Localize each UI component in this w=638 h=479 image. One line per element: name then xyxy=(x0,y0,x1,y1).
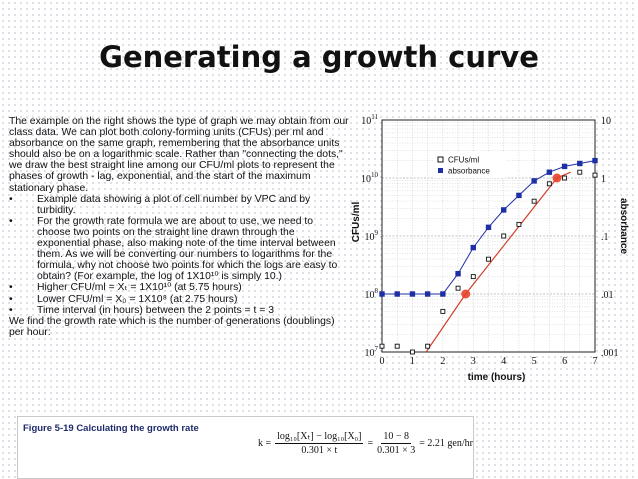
formula-numerator-1: log₁₀[Xₜ] − log₁₀[X₀] xyxy=(275,431,364,444)
y-right-tick-label: .001 xyxy=(601,348,619,359)
growth-curve-chart: 0 1 2 3 4 5 6 7 107 108 109 1010 1011 .001 .01 .1 1 10 tim… xyxy=(351,110,629,392)
growth-curve-svg: 0 1 2 3 4 5 6 7 107 108 109 1010 1011 .001 .01 .1 1 10 tim… xyxy=(351,113,629,383)
y-right-tick-label: 10 xyxy=(601,116,611,127)
data-point-absorbance xyxy=(394,291,400,297)
legend-label: CFUs/ml xyxy=(448,156,479,165)
data-point-absorbance xyxy=(409,291,416,297)
highlight-point xyxy=(461,289,471,299)
data-point-cfus xyxy=(409,349,415,355)
x-axis-title: time (hours) xyxy=(468,372,526,383)
bullet-list: Example data showing a plot of cell numb… xyxy=(9,194,349,316)
legend-marker-absorbance xyxy=(438,168,443,173)
formula-lhs: k = xyxy=(258,438,272,449)
plot-frame xyxy=(381,119,596,353)
data-point-absorbance xyxy=(561,163,568,170)
data-point-cfus xyxy=(531,198,537,204)
x-tick-label: 6 xyxy=(562,356,567,367)
closing-paragraph: We find the growth rate which is the num… xyxy=(9,315,335,338)
data-point-absorbance xyxy=(577,160,583,167)
data-point-cfus xyxy=(486,256,491,262)
legend-box xyxy=(434,152,506,178)
data-point-cfus xyxy=(501,233,507,239)
legend-marker-cfus xyxy=(437,156,444,163)
data-point-absorbance xyxy=(546,169,553,175)
x-tick-label: 0 xyxy=(380,356,385,367)
x-tick-label: 1 xyxy=(410,356,415,367)
y-left-tick-label: 109 xyxy=(365,229,379,243)
data-point-absorbance xyxy=(440,291,446,297)
data-point-cfus xyxy=(562,175,568,181)
data-point-cfus xyxy=(440,308,446,314)
formula-equals: = xyxy=(367,438,374,449)
bullet-item: Example data showing a plot of cell numb… xyxy=(9,194,349,216)
y-left-axis-title: CFUs/ml xyxy=(351,201,362,242)
y-left-tick-label: 1011 xyxy=(361,113,378,127)
bullet-item: Time interval (in hours) between the 2 p… xyxy=(9,305,349,316)
formula-denominator-1: 0.301 × t xyxy=(301,445,338,456)
data-point-absorbance xyxy=(455,271,461,277)
y-right-tick-label: .01 xyxy=(601,290,614,301)
x-tick-label: 4 xyxy=(501,356,506,367)
data-point-absorbance xyxy=(592,157,598,164)
intro-paragraph: The example on the right shows the type … xyxy=(9,116,349,194)
highlight-point xyxy=(552,173,562,183)
data-point-cfus xyxy=(470,274,476,280)
figure-5-19: Figure 5-19 Calculating the growth rate … xyxy=(17,416,474,479)
data-point-absorbance xyxy=(485,224,492,230)
x-tick-label: 5 xyxy=(532,356,537,367)
y-right-axis-title: absorbance xyxy=(618,198,629,255)
growth-rate-formula: k = log₁₀[Xₜ] − log₁₀[X₀] 0.301 × t = 10… xyxy=(258,431,473,456)
x-tick-label: 2 xyxy=(440,356,445,367)
legend-label: absorbance xyxy=(448,167,490,176)
x-tick-label: 3 xyxy=(471,356,476,367)
bullet-item: For the growth rate formula we are about… xyxy=(9,216,349,283)
y-left-tick-label: 107 xyxy=(365,345,379,359)
y-left-tick-label: 1010 xyxy=(361,171,379,185)
body-text: The example on the right shows the type … xyxy=(9,116,349,338)
data-point-absorbance xyxy=(516,192,522,199)
data-point-absorbance xyxy=(501,207,507,213)
data-point-cfus xyxy=(425,343,431,349)
formula-numerator-2: 10 − 8 xyxy=(381,431,412,444)
data-point-absorbance xyxy=(379,291,385,297)
figure-caption: Figure 5-19 Calculating the growth rate xyxy=(23,423,199,434)
bullet-item: Lower CFU/ml = X₀ = 1X10⁸ (at 2.75 hours… xyxy=(9,294,349,305)
formula-result: = 2.21 gen/hr xyxy=(419,438,473,449)
data-point-cfus xyxy=(379,343,385,349)
best-fit-line xyxy=(425,171,571,353)
data-point-cfus xyxy=(516,221,522,227)
formula-fraction-2: 10 − 8 0.301 × 3 xyxy=(377,431,415,456)
y-right-tick-label: .1 xyxy=(601,232,609,243)
data-point-absorbance xyxy=(470,244,476,251)
data-point-cfus xyxy=(394,343,400,349)
formula-fraction-1: log₁₀[Xₜ] − log₁₀[X₀] 0.301 × t xyxy=(275,431,364,456)
y-right-tick-label: 1 xyxy=(601,174,606,185)
bullet-item: Higher CFU/ml = Xₜ = 1X10¹⁰ (at 5.75 hou… xyxy=(9,282,349,293)
x-tick-label: 7 xyxy=(593,356,598,367)
data-point-cfus xyxy=(455,285,461,291)
data-point-cfus xyxy=(592,172,598,178)
data-point-cfus xyxy=(577,169,583,175)
y-left-tick-label: 108 xyxy=(365,287,379,301)
formula-denominator-2: 0.301 × 3 xyxy=(377,445,416,456)
data-point-absorbance xyxy=(531,178,537,184)
data-point-absorbance xyxy=(424,291,431,297)
slide-title: Generating a growth curve xyxy=(99,40,539,74)
data-point-cfus xyxy=(546,181,552,187)
